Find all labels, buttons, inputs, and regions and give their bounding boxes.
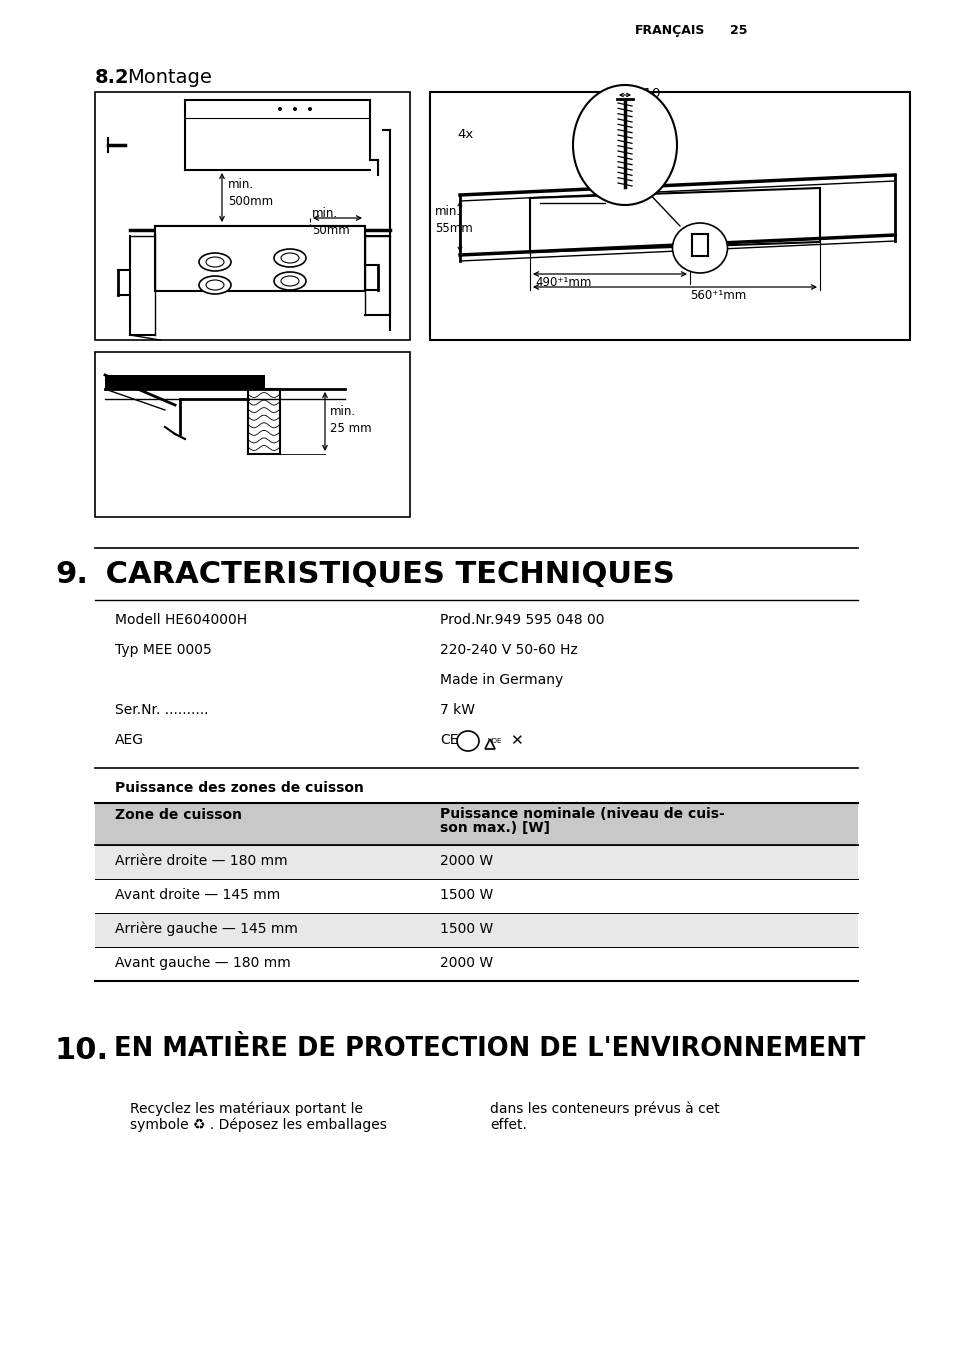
Text: Arrière gauche — 145 mm: Arrière gauche — 145 mm [115, 922, 297, 937]
Ellipse shape [274, 272, 306, 289]
Text: 8.2: 8.2 [95, 68, 130, 87]
Text: Avant gauche — 180 mm: Avant gauche — 180 mm [115, 956, 291, 969]
Ellipse shape [293, 107, 296, 111]
Polygon shape [484, 740, 495, 749]
Text: 220-240 V 50-60 Hz: 220-240 V 50-60 Hz [439, 644, 578, 657]
Ellipse shape [274, 249, 306, 266]
Text: Ø10: Ø10 [633, 87, 659, 100]
Text: CE: CE [439, 733, 458, 748]
Ellipse shape [206, 280, 224, 289]
Text: 10.: 10. [55, 1036, 109, 1065]
Ellipse shape [281, 253, 298, 264]
Text: 25: 25 [729, 24, 747, 37]
Text: Zone de cuisson: Zone de cuisson [115, 808, 242, 822]
Text: min.
25 mm: min. 25 mm [330, 406, 372, 435]
Ellipse shape [308, 107, 312, 111]
Text: AEG: AEG [115, 733, 144, 748]
Text: Puissance nominale (niveau de cuis-: Puissance nominale (niveau de cuis- [439, 807, 724, 821]
Text: 2000 W: 2000 W [439, 854, 493, 868]
Text: min.
500mm: min. 500mm [228, 178, 273, 208]
Bar [95, 913, 857, 946]
Bar [95, 352, 410, 516]
Bar [105, 375, 265, 389]
Text: son max.) [W]: son max.) [W] [439, 821, 550, 836]
Text: EN MATIÈRE DE PROTECTION DE L'ENVIRONNEMENT: EN MATIÈRE DE PROTECTION DE L'ENVIRONNEM… [105, 1036, 864, 1063]
Text: Ser.Nr. ..........: Ser.Nr. .......... [115, 703, 209, 717]
Text: 1500 W: 1500 W [439, 888, 493, 902]
Ellipse shape [281, 276, 298, 287]
Text: 7 kW: 7 kW [439, 703, 475, 717]
Ellipse shape [456, 731, 478, 750]
Text: 4x: 4x [456, 128, 473, 141]
Ellipse shape [573, 85, 677, 206]
Text: Puissance des zones de cuisson: Puissance des zones de cuisson [115, 781, 363, 795]
Text: Avant droite — 145 mm: Avant droite — 145 mm [115, 888, 280, 902]
Text: CARACTERISTIQUES TECHNIQUES: CARACTERISTIQUES TECHNIQUES [95, 560, 674, 589]
Text: CE: CE [460, 733, 476, 744]
Text: 2000 W: 2000 W [439, 956, 493, 969]
Text: 9.: 9. [55, 560, 88, 589]
Ellipse shape [672, 223, 727, 273]
Text: FRANÇAIS: FRANÇAIS [635, 24, 704, 37]
Ellipse shape [206, 257, 224, 266]
Text: ✕: ✕ [510, 733, 522, 748]
Text: 490⁺¹mm: 490⁺¹mm [535, 276, 591, 289]
Bar [95, 845, 857, 879]
Text: Prod.Nr.949 595 048 00: Prod.Nr.949 595 048 00 [439, 612, 604, 627]
Text: Recyclez les matériaux portant le: Recyclez les matériaux portant le [130, 1101, 363, 1115]
Bar [154, 226, 365, 291]
Text: min.
50mm: min. 50mm [312, 207, 350, 237]
Text: Made in Germany: Made in Germany [439, 673, 562, 687]
Ellipse shape [199, 276, 231, 293]
Ellipse shape [277, 107, 282, 111]
Text: 560⁺¹mm: 560⁺¹mm [689, 289, 745, 301]
Ellipse shape [199, 253, 231, 270]
Text: Typ MEE 0005: Typ MEE 0005 [115, 644, 212, 657]
Bar [95, 92, 410, 339]
Bar [95, 803, 857, 845]
Text: min.
55mm: min. 55mm [435, 206, 473, 235]
Text: Montage: Montage [127, 68, 212, 87]
Text: Modell HE604000H: Modell HE604000H [115, 612, 247, 627]
Text: Arrière droite — 180 mm: Arrière droite — 180 mm [115, 854, 287, 868]
Text: effet.: effet. [490, 1118, 526, 1132]
Text: VDE: VDE [488, 738, 502, 744]
Text: 1500 W: 1500 W [439, 922, 493, 936]
Text: symbole ♻ . Déposez les emballages: symbole ♻ . Déposez les emballages [130, 1118, 387, 1133]
Text: dans les conteneurs prévus à cet: dans les conteneurs prévus à cet [490, 1101, 719, 1115]
Bar [430, 92, 909, 339]
